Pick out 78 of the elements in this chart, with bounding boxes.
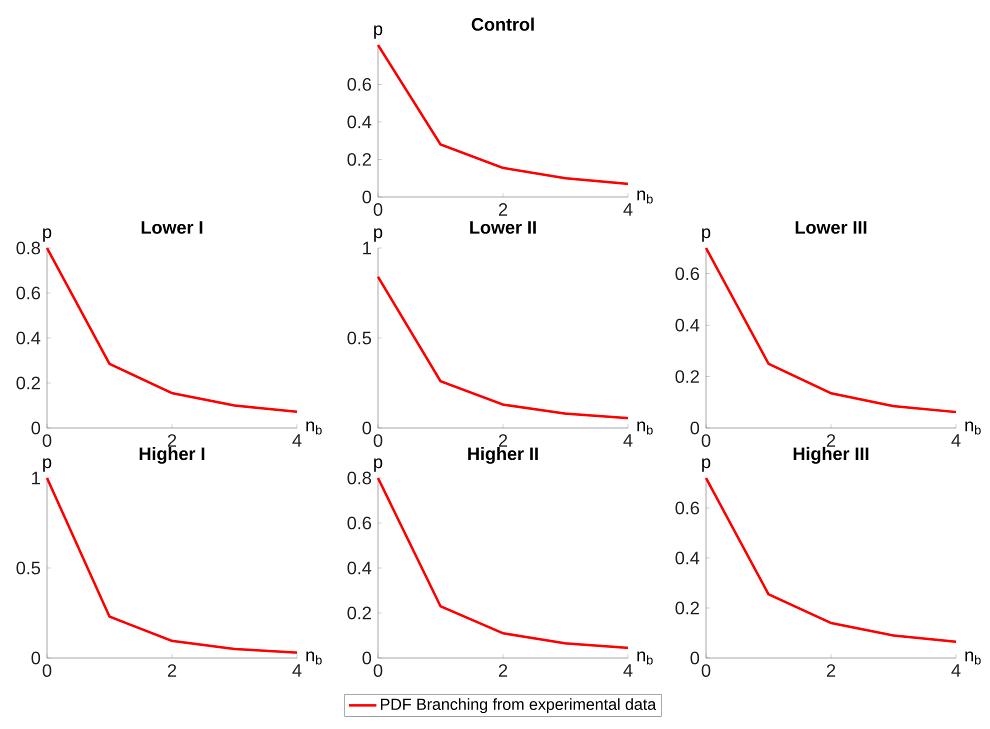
y-tick-label: 0 [362, 422, 372, 434]
x-axis-title: n$_{b}$ [306, 422, 322, 434]
x-axis-title: n$_{b}$ [637, 422, 653, 434]
y-tick-label: 1 [363, 242, 371, 254]
x-tick-label: 0 [374, 664, 382, 677]
y-tick-label: 0.6 [347, 78, 372, 91]
chart-title: Higher III [794, 446, 868, 464]
y-tick-label: 0.8 [347, 472, 372, 484]
y-tick-label: 0 [32, 652, 40, 664]
y-axis-title: p [374, 458, 382, 472]
x-tick-label: 4 [623, 664, 632, 677]
x-tick-label: 4 [623, 203, 632, 216]
line-series [376, 476, 630, 650]
x-tick-label: 0 [374, 434, 382, 447]
x-axis-title: n$_{b}$ [637, 190, 653, 204]
y-axis-title: p [374, 25, 382, 39]
x-tick-label: 4 [951, 434, 960, 447]
x-tick-label: 0 [374, 203, 382, 216]
y-tick-label: 0.8 [16, 242, 40, 254]
x-tick-label: 2 [826, 434, 836, 447]
line-series [376, 276, 630, 420]
y-axis-title: p [43, 458, 52, 472]
x-tick-label: 4 [623, 434, 632, 447]
x-axis-title: n$_{b}$ [965, 652, 981, 664]
y-axis-title: p [702, 228, 710, 242]
x-tick-label: 2 [498, 203, 508, 216]
line-series [704, 476, 958, 643]
y-tick-label: 0 [362, 652, 372, 664]
y-axis-title: p [374, 228, 382, 242]
x-axis-title: n$_{b}$ [637, 652, 653, 664]
line-series [376, 44, 630, 186]
x-tick-label: 2 [498, 434, 508, 447]
legend-label: PDF Branching from experimental data [380, 698, 656, 714]
y-tick-label: 0.6 [16, 286, 40, 300]
x-tick-label: 2 [498, 664, 508, 677]
y-tick-label: 0.6 [675, 502, 700, 514]
chart-title: Control [472, 18, 534, 31]
x-tick-label: 0 [702, 434, 710, 447]
x-tick-label: 0 [42, 664, 52, 677]
line-series [704, 246, 958, 414]
x-tick-label: 4 [292, 434, 302, 447]
x-tick-label: 0 [702, 664, 710, 677]
y-tick-label: 0 [690, 652, 700, 664]
x-axis-title: n$_{b}$ [965, 422, 981, 434]
y-tick-label: 0.4 [347, 116, 372, 128]
y-tick-label: 0.5 [16, 562, 40, 574]
chart-title: Lower II [470, 221, 536, 234]
y-tick-label: 0.4 [675, 318, 700, 332]
y-tick-label: 0 [32, 422, 40, 434]
y-tick-label: 1 [32, 472, 40, 484]
x-tick-label: 0 [42, 434, 52, 447]
y-axis-title: p [43, 228, 52, 242]
chart-title: Lower III [796, 221, 866, 234]
x-tick-label: 4 [292, 664, 302, 677]
y-tick-label: 0.2 [347, 606, 371, 620]
chart-title: Higher I [140, 446, 204, 464]
y-tick-label: 0.6 [675, 267, 700, 280]
x-tick-label: 2 [826, 664, 836, 677]
y-tick-label: 0.4 [16, 332, 40, 344]
x-axis-title: n$_{b}$ [306, 652, 322, 664]
x-tick-label: 2 [168, 664, 176, 677]
chart-title: Lower I [142, 221, 202, 234]
y-axis-title: p [702, 458, 710, 472]
y-tick-label: 0.5 [347, 332, 372, 344]
y-tick-label: 0 [362, 190, 372, 204]
x-tick-label: 4 [951, 664, 960, 677]
y-tick-label: 0.2 [347, 153, 371, 166]
y-tick-label: 0.2 [16, 376, 40, 390]
y-tick-label: 0.4 [675, 552, 700, 564]
y-tick-label: 0.4 [347, 562, 372, 574]
x-tick-label: 2 [168, 434, 176, 447]
line-series [46, 246, 298, 414]
y-tick-label: 0 [690, 422, 700, 434]
y-tick-label: 0.2 [675, 602, 699, 614]
y-tick-label: 0.6 [347, 516, 372, 530]
y-tick-label: 0.2 [675, 370, 699, 383]
chart-title: Higher II [468, 446, 538, 464]
line-series [46, 476, 298, 654]
